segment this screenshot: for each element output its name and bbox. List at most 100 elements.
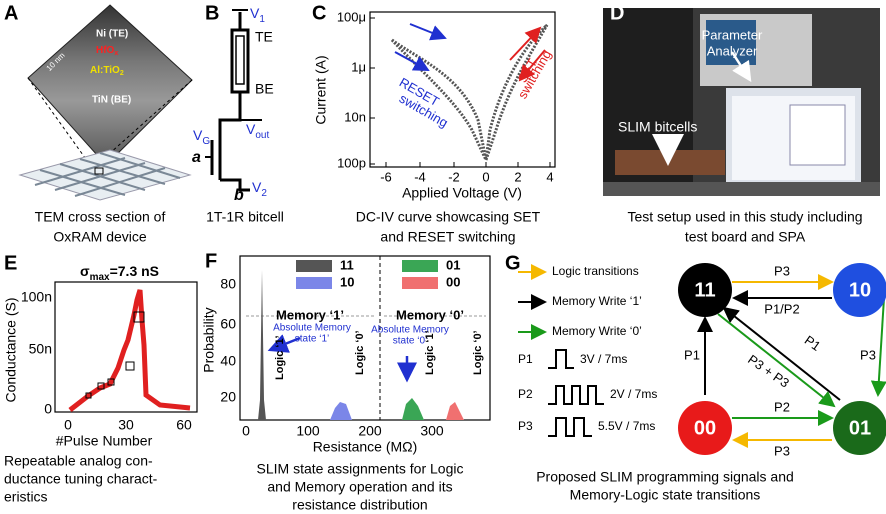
x-tick-label: -4: [414, 169, 426, 184]
legend-label: 00: [446, 274, 460, 289]
caption: test board and SPA: [685, 229, 806, 245]
label-sub: G: [202, 136, 210, 147]
label: V1: [250, 5, 265, 25]
legend-swatch: [402, 277, 438, 289]
annotation: Logic ‘0’: [354, 330, 366, 375]
legend-label: Logic transitions: [552, 264, 639, 278]
axis-label: Current (A): [313, 55, 329, 124]
y-tick-label: 100n: [21, 289, 52, 305]
annotation: Analyzer: [707, 43, 758, 58]
pulse-name: P1: [518, 352, 533, 366]
state-node: 11: [694, 279, 715, 301]
annotation: Logic ‘1’: [424, 330, 436, 375]
label-sub: x: [114, 50, 118, 57]
y-tick-label: 50n: [29, 341, 52, 357]
label: BE: [255, 81, 274, 97]
panel-a-art: [18, 4, 193, 201]
state-node: 01: [849, 417, 871, 439]
caption: eristics: [4, 489, 48, 505]
layer-label: HfOx: [96, 45, 118, 58]
axis-label: #Pulse Number: [56, 433, 153, 449]
caption: Test setup used in this study including: [627, 209, 862, 225]
label-sub: max: [90, 272, 110, 283]
pulse-spec: 3V / 7ms: [580, 352, 627, 366]
legend-swatch: [296, 277, 332, 289]
x-tick-label: 4: [546, 169, 553, 184]
label: Vout: [246, 121, 269, 141]
caption: 1T-1R bitcell: [206, 209, 284, 225]
y-tick-label: 100μ: [337, 9, 366, 24]
edge-label: P3: [774, 443, 790, 458]
legend-label: Memory Write ‘0’: [552, 324, 642, 338]
pulse-name: P2: [518, 387, 533, 401]
caption: Proposed SLIM programming signals and: [536, 469, 794, 485]
caption: resistance distribution: [292, 497, 427, 513]
legend-label: 01: [446, 257, 460, 272]
legend-swatch: [402, 260, 438, 272]
label: b: [234, 187, 244, 204]
x-tick-label: 2: [514, 169, 521, 184]
label-base: V: [252, 179, 262, 195]
legend-swatch: [296, 260, 332, 272]
legend-label: 11: [340, 257, 354, 272]
annotation: Memory ‘0’: [396, 307, 464, 322]
edge-label: P1: [802, 332, 824, 353]
x-tick-label: -6: [380, 169, 392, 184]
edge-label: P3: [774, 263, 790, 278]
layer-label: Al:TiO2: [90, 65, 124, 78]
annotation: Absolute Memory: [273, 323, 351, 334]
caption: and RESET switching: [380, 229, 515, 245]
panel-label: B: [205, 2, 219, 24]
pulse-name: P3: [518, 419, 533, 433]
label: VG: [193, 127, 210, 147]
y-tick-label: 40: [220, 353, 236, 369]
label-sub: 2: [261, 188, 267, 199]
annotation: state ‘0’: [393, 336, 427, 347]
label-base: V: [250, 5, 260, 21]
axis-label: Probability: [201, 307, 217, 372]
panel-e-art: [54, 281, 198, 413]
caption: Repeatable analog con-: [4, 453, 153, 469]
label: TE: [255, 29, 273, 45]
label-base: HfO: [96, 45, 115, 56]
panel-g-art: [518, 263, 886, 455]
panel-label: E: [4, 252, 17, 274]
label-base: V: [193, 127, 203, 143]
annotation: Absolute Memory: [371, 325, 449, 336]
caption: OxRAM device: [53, 229, 147, 245]
caption: SLIM state assignments for Logic: [257, 461, 464, 477]
y-tick-label: 60: [220, 316, 236, 332]
edge-label: P2: [774, 399, 790, 414]
label-sub: out: [255, 130, 269, 141]
legend-label: Memory Write ‘1’: [552, 294, 642, 308]
panel-label: A: [4, 2, 18, 24]
caption: ductance tuning charact-: [4, 471, 158, 487]
chart-title: σmax=7.3 nS: [80, 263, 159, 283]
state-node: 00: [694, 417, 716, 439]
pulse-spec: 2V / 7ms: [610, 387, 657, 401]
x-tick-label: 0: [482, 169, 489, 184]
axis-label: Conductance (S): [3, 297, 19, 402]
panel-b-art: [205, 9, 262, 192]
pulse-spec: 5.5V / 7ms: [598, 419, 655, 433]
layer-label: Ni (TE): [96, 29, 128, 40]
annotation: SLIM bitcells: [618, 119, 697, 135]
panel-label: F: [205, 250, 217, 272]
panel-f-art: [239, 255, 491, 421]
label: a: [192, 149, 201, 166]
y-tick-label: 0: [44, 401, 52, 417]
annotation: Logic ‘1’: [274, 335, 286, 380]
x-tick-label: 60: [176, 417, 192, 433]
x-tick-label: 200: [358, 423, 382, 439]
caption: and Memory operation and its: [267, 479, 452, 495]
edge-label: P1/P2: [764, 301, 799, 316]
x-tick-label: 30: [118, 417, 134, 433]
axis-label: Applied Voltage (V): [402, 185, 522, 201]
caption: DC-IV curve showcasing SET: [356, 209, 541, 225]
edge-label: P3: [860, 347, 876, 362]
y-tick-label: 20: [220, 389, 236, 405]
label-rest: =7.3 nS: [110, 263, 159, 279]
y-tick-label: 10n: [344, 109, 366, 124]
label-sub: 2: [120, 70, 124, 77]
